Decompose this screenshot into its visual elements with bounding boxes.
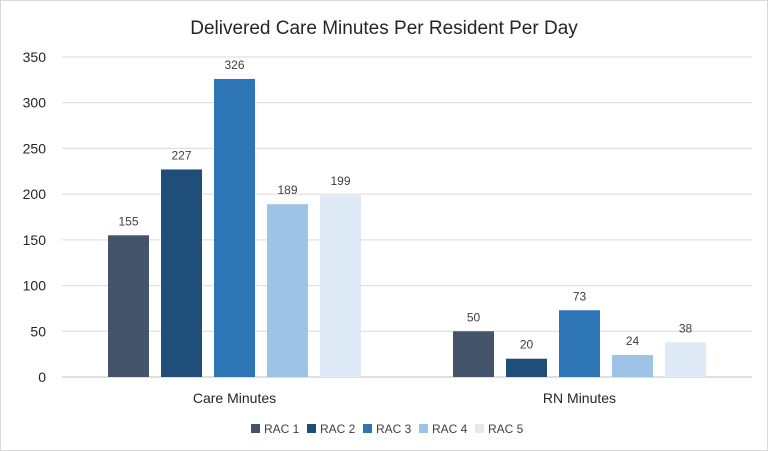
bar xyxy=(320,195,361,377)
legend-swatch xyxy=(475,424,484,433)
x-tick-label: RN Minutes xyxy=(543,390,616,406)
y-tick-label: 150 xyxy=(23,232,47,248)
data-label: 199 xyxy=(330,174,350,188)
data-label: 227 xyxy=(171,148,191,162)
data-label: 326 xyxy=(224,58,244,72)
bar xyxy=(612,355,653,377)
legend-label: RAC 3 xyxy=(376,422,412,436)
data-label: 24 xyxy=(626,334,640,348)
bar xyxy=(214,78,255,377)
data-label: 73 xyxy=(573,289,587,303)
x-tick-label: Care Minutes xyxy=(193,390,276,406)
bar xyxy=(559,310,600,377)
y-tick-label: 250 xyxy=(23,140,47,156)
bar xyxy=(267,204,308,377)
legend-label: RAC 2 xyxy=(320,422,356,436)
legend-swatch xyxy=(251,424,260,433)
data-label: 20 xyxy=(520,338,534,352)
legend-label: RAC 5 xyxy=(488,422,524,436)
y-tick-label: 300 xyxy=(23,95,47,111)
bar xyxy=(453,331,494,377)
y-tick-label: 0 xyxy=(38,369,46,385)
legend-swatch xyxy=(419,424,428,433)
data-label: 155 xyxy=(118,214,138,228)
y-tick-label: 50 xyxy=(30,323,46,339)
y-tick-label: 100 xyxy=(23,278,47,294)
data-label: 189 xyxy=(277,183,297,197)
bar xyxy=(506,358,547,377)
legend-swatch xyxy=(307,424,316,433)
chart-title: Delivered Care Minutes Per Resident Per … xyxy=(190,18,578,39)
bar xyxy=(108,235,149,377)
y-tick-label: 350 xyxy=(23,49,47,65)
legend-swatch xyxy=(363,424,372,433)
data-label: 50 xyxy=(467,310,481,324)
bar xyxy=(161,169,202,377)
y-tick-label: 200 xyxy=(23,186,47,202)
bar xyxy=(665,342,706,377)
legend-label: RAC 4 xyxy=(432,422,468,436)
data-label: 38 xyxy=(679,321,693,335)
legend-label: RAC 1 xyxy=(264,422,300,436)
